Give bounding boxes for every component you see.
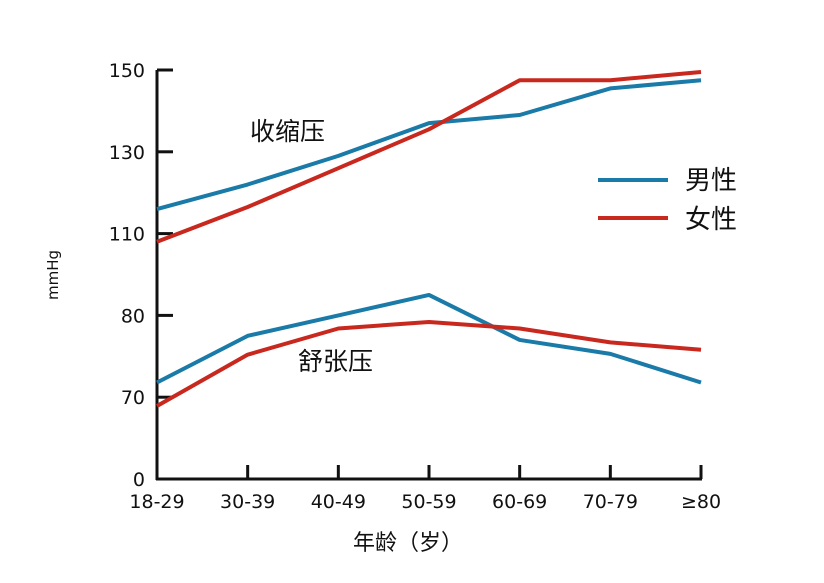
y-tick-label: 70	[121, 387, 145, 409]
annotation-systolic: 收缩压	[250, 117, 325, 146]
y-tick-label: 130	[109, 142, 145, 164]
x-axis-label: 年龄（岁）	[353, 531, 463, 556]
x-tick-label: 70-79	[583, 491, 638, 513]
y-axis-label: mmHg	[44, 250, 62, 300]
y-tick-label: 110	[109, 224, 145, 246]
x-tick-label: 50-59	[401, 491, 456, 513]
annotation-diastolic: 舒张压	[298, 347, 373, 376]
x-tick-label: ≥80	[681, 491, 721, 513]
series-line-systolic-female	[156, 70, 702, 244]
x-tick-label: 30-39	[220, 491, 275, 513]
legend: 男性 女性	[598, 166, 737, 235]
y-tick-label: 0	[133, 469, 145, 491]
series-line-systolic-male	[156, 78, 702, 211]
series-line-diastolic-female	[156, 319, 702, 408]
x-tick-label: 18-29	[129, 491, 184, 513]
x-tick-label: 60-69	[492, 491, 547, 513]
legend-label-female: 女性	[685, 205, 737, 235]
legend-label-male: 男性	[685, 166, 737, 196]
y-tick-label: 80	[121, 305, 145, 327]
series-line-diastolic-male	[156, 292, 702, 385]
x-tick-label: 40-49	[311, 491, 366, 513]
y-tick-label: 150	[109, 60, 145, 82]
